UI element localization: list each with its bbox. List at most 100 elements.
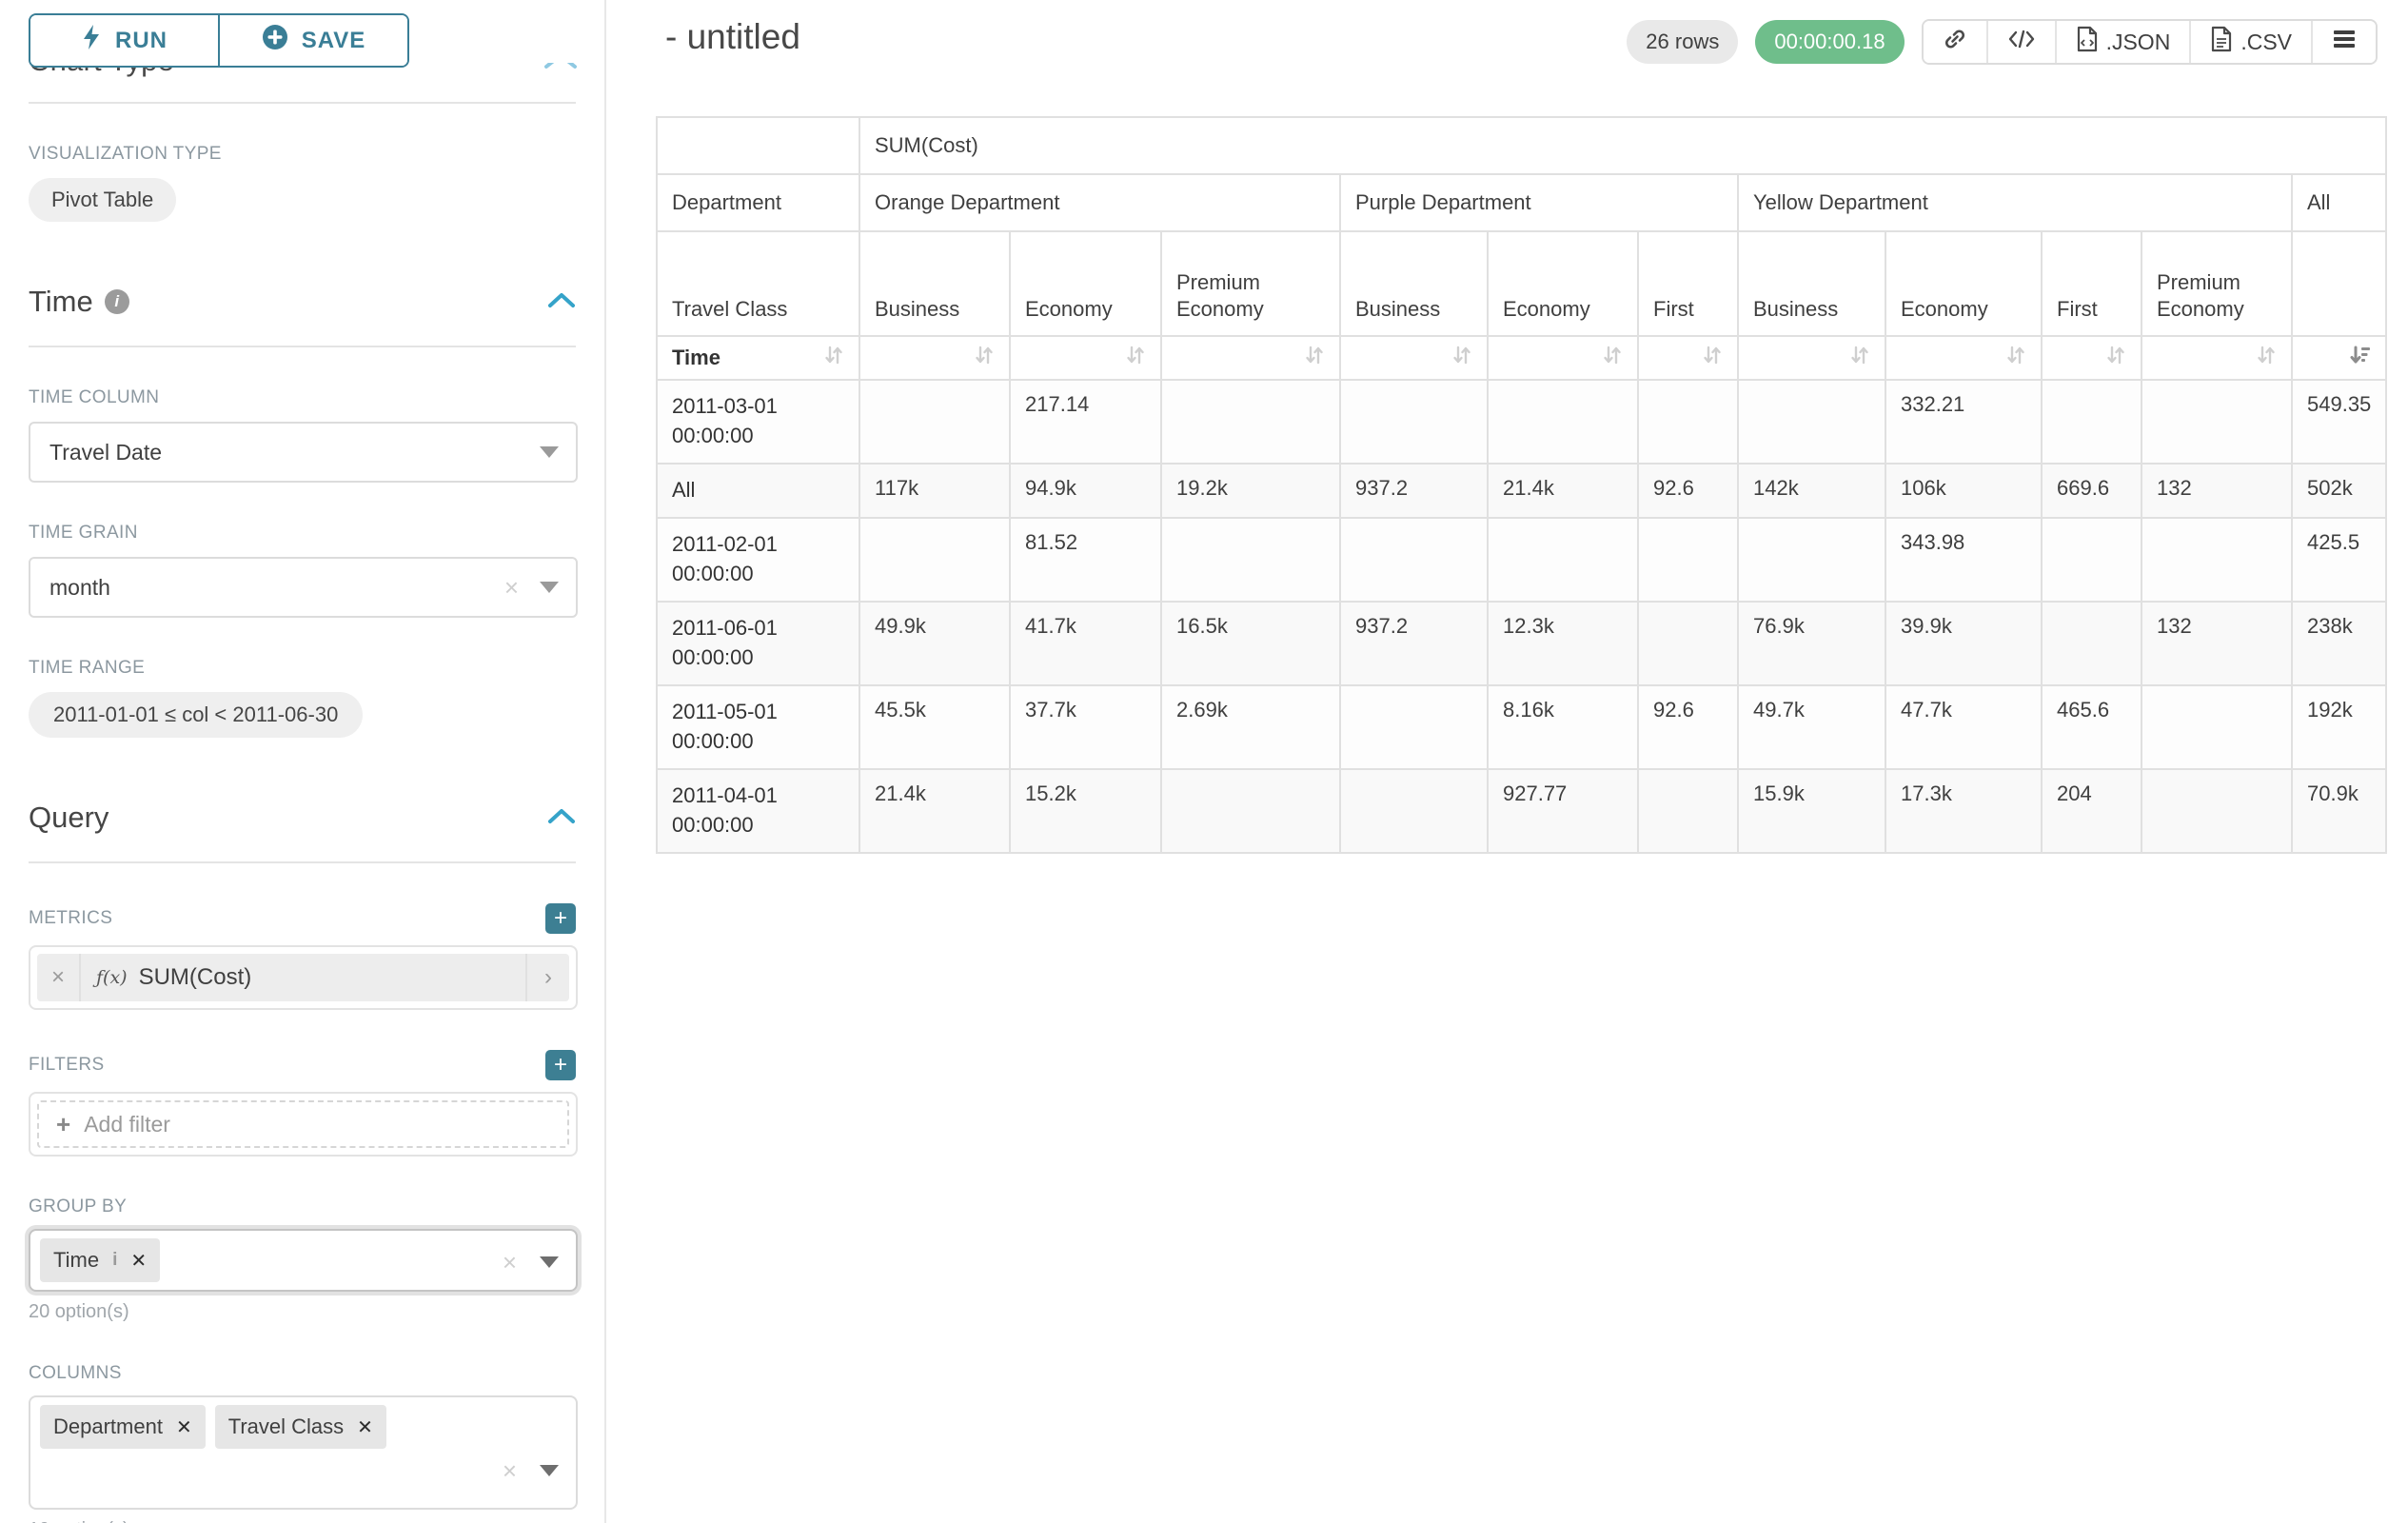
pivot-value-cell: 94.9k: [1009, 463, 1162, 519]
chevron-up-icon[interactable]: [547, 807, 576, 829]
pivot-value-cell: [2041, 516, 2142, 603]
pivot-value-cell: [1487, 379, 1639, 465]
plus-circle-icon: [262, 24, 288, 57]
group-by-select[interactable]: Time i ✕ ×: [29, 1229, 578, 1292]
pivot-sort-cell: [2041, 335, 2142, 381]
time-range-pill[interactable]: 2011-01-01 ≤ col < 2011-06-30: [29, 692, 364, 738]
time-column-select[interactable]: Travel Date: [29, 422, 578, 483]
pivot-value-cell: 47.7k: [1885, 683, 2043, 770]
pivot-value-cell: 15.2k: [1009, 767, 1162, 854]
info-icon: i: [112, 1250, 118, 1270]
metric-label[interactable]: ƒ(x) SUM(Cost): [96, 964, 252, 990]
remove-metric-icon[interactable]: ×: [37, 954, 81, 1001]
pivot-table-container: SUM(Cost) Department Orange Department Purp…: [656, 116, 2408, 854]
pivot-row-label: 2011-05-01 00:00:00: [656, 683, 860, 770]
chevron-up-icon[interactable]: [547, 291, 576, 313]
clear-icon[interactable]: ×: [503, 573, 519, 602]
pivot-column-group-header: Purple Department: [1339, 173, 1739, 232]
pivot-value-cell: 192k: [2290, 683, 2388, 770]
chevron-down-icon: [540, 1256, 559, 1268]
sort-icon[interactable]: [1702, 345, 1723, 371]
chevron-down-icon: [540, 1465, 559, 1476]
pivot-value-cell: 204: [2041, 767, 2142, 854]
pivot-value-cell: 49.7k: [1737, 683, 1886, 770]
filters-label: FILTERS: [29, 1055, 105, 1075]
sort-icon[interactable]: [823, 345, 844, 371]
pivot-column-header: Business: [1339, 230, 1489, 337]
pivot-value-cell: 12.3k: [1487, 600, 1639, 686]
pivot-sort-cell: [1637, 335, 1739, 381]
sort-icon[interactable]: [1125, 345, 1146, 371]
run-button[interactable]: RUN: [30, 15, 218, 66]
pivot-value-cell: 669.6: [2041, 463, 2142, 519]
sort-icon[interactable]: [2256, 345, 2277, 371]
columns-options-note: 19 option(s): [29, 1519, 576, 1523]
pivot-row-label: 2011-03-01 00:00:00: [656, 379, 860, 465]
sort-icon[interactable]: [2005, 345, 2026, 371]
view-query-button[interactable]: [1985, 21, 2055, 63]
sort-icon[interactable]: [1602, 345, 1623, 371]
pivot-column-header: First: [1637, 230, 1739, 337]
export-json-button[interactable]: .JSON: [2054, 21, 2190, 63]
query-section-title: Query: [29, 801, 109, 834]
remove-tag-icon[interactable]: ✕: [175, 1416, 192, 1438]
sort-icon[interactable]: [1304, 345, 1325, 371]
time-range-label: TIME RANGE: [29, 658, 146, 678]
clear-icon[interactable]: ×: [502, 1456, 517, 1485]
viz-type-pill[interactable]: Pivot Table: [29, 178, 177, 222]
run-save-button-group: RUN SAVE: [29, 13, 409, 68]
sort-icon[interactable]: [1849, 345, 1870, 371]
pivot-dimension-label: Department: [656, 173, 860, 232]
pivot-value-cell: [2141, 379, 2293, 465]
metric-item: × ƒ(x) SUM(Cost) ›: [37, 954, 569, 1001]
pivot-row-label: All: [656, 463, 860, 519]
pivot-value-cell: 21.4k: [1487, 463, 1639, 519]
remove-tag-icon[interactable]: ✕: [357, 1416, 373, 1438]
pivot-value-cell: 937.2: [1339, 463, 1489, 519]
export-csv-button[interactable]: .CSV: [2189, 21, 2311, 63]
pivot-value-cell: [1339, 683, 1489, 770]
add-filter-plus-button[interactable]: +: [545, 1050, 576, 1080]
pivot-value-cell: 142k: [1737, 463, 1886, 519]
pivot-value-cell: [2141, 516, 2293, 603]
clear-icon[interactable]: ×: [502, 1248, 517, 1276]
pivot-row: 2011-06-01 00:00:00 49.9k 41.7k 16.5k 937.2 1…: [656, 600, 2388, 686]
sort-icon[interactable]: [974, 345, 995, 371]
chart-panel: - untitled 26 rows 00:00:00.18: [606, 0, 2408, 1523]
pivot-value-cell: 465.6: [2041, 683, 2142, 770]
remove-tag-icon[interactable]: ✕: [130, 1250, 148, 1272]
time-grain-select[interactable]: month ×: [29, 557, 578, 618]
chart-title[interactable]: - untitled: [665, 17, 800, 56]
sort-icon[interactable]: [1451, 345, 1472, 371]
pivot-value-cell: [1339, 516, 1489, 603]
control-panel: Chart Type RUN: [0, 0, 606, 1523]
save-button[interactable]: SAVE: [218, 15, 407, 66]
add-filter-button[interactable]: + Add filter: [37, 1100, 569, 1148]
pivot-value-cell: 39.9k: [1885, 600, 2043, 686]
hamburger-menu-icon: [2332, 29, 2357, 55]
pivot-value-cell: [1637, 600, 1739, 686]
pivot-row-label: 2011-02-01 00:00:00: [656, 516, 860, 603]
columns-select[interactable]: Department ✕ Travel Class ✕ ×: [29, 1395, 578, 1510]
share-link-button[interactable]: [1923, 21, 1986, 63]
pivot-row: 2011-05-01 00:00:00 45.5k 37.7k 2.69k 8.16k 9…: [656, 683, 2388, 770]
pivot-sort-cell: [1160, 335, 1341, 381]
group-by-tag: Time i ✕: [40, 1238, 161, 1282]
pivot-value-cell: 49.9k: [859, 600, 1011, 686]
sort-icon[interactable]: [2105, 345, 2126, 371]
run-button-label: RUN: [115, 27, 168, 53]
chevron-right-icon[interactable]: ›: [525, 954, 569, 1001]
pivot-row-label: 2011-04-01 00:00:00: [656, 767, 860, 854]
chart-type-collapse-icon[interactable]: [541, 63, 581, 71]
pivot-value-cell: 92.6: [1637, 683, 1739, 770]
pivot-sort-cell: [2290, 335, 2388, 381]
pivot-value-cell: 81.52: [1009, 516, 1162, 603]
pivot-table: SUM(Cost) Department Orange Department Purp…: [656, 116, 2388, 854]
query-section-header: Query: [29, 801, 576, 835]
sort-descending-icon[interactable]: [2348, 345, 2371, 371]
add-metric-button[interactable]: +: [545, 903, 576, 934]
menu-button[interactable]: [2311, 21, 2376, 63]
pivot-row: 2011-04-01 00:00:00 21.4k 15.2k 927.77 15.9k…: [656, 767, 2388, 854]
pivot-value-cell: 19.2k: [1160, 463, 1341, 519]
